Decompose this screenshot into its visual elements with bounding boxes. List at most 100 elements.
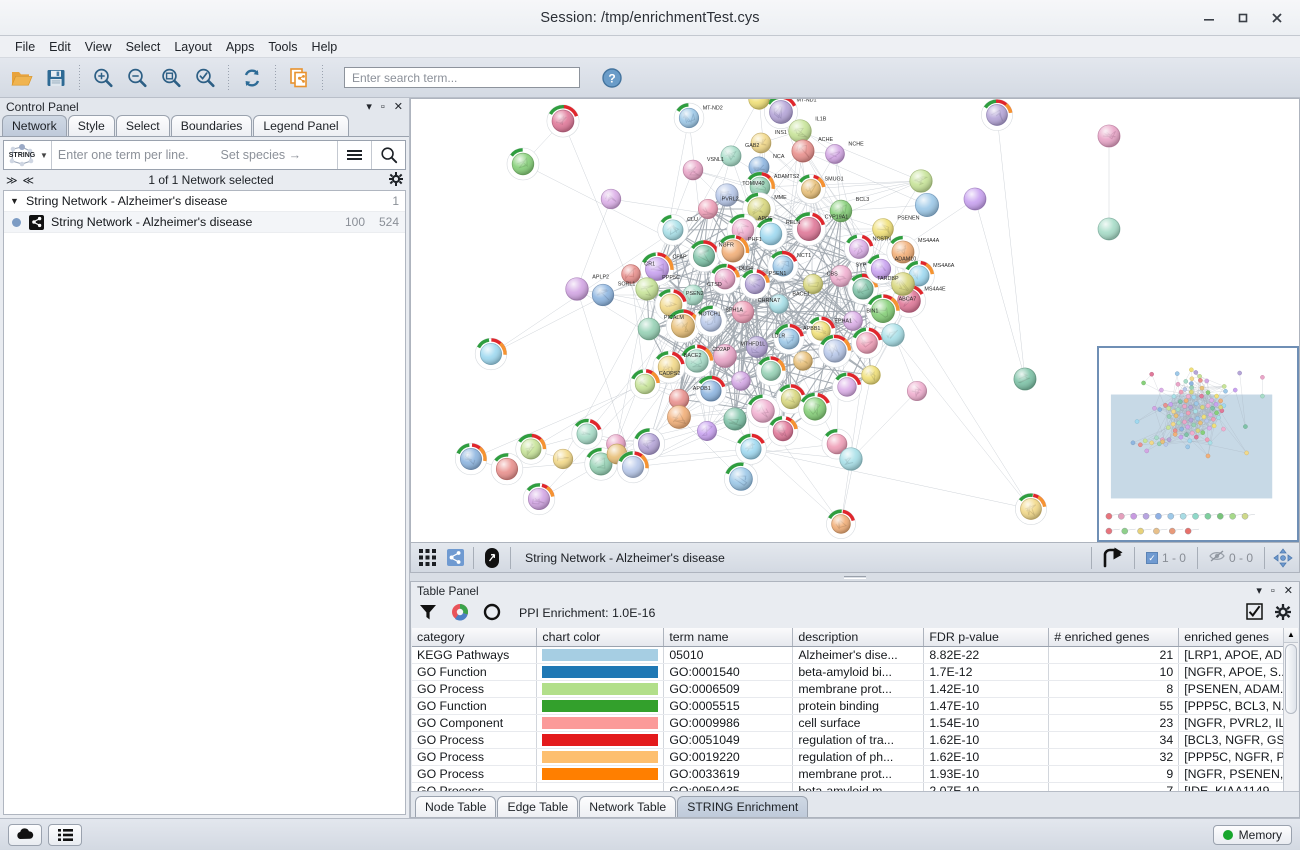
chart-color-icon[interactable] (451, 603, 469, 624)
tab-string-enrichment[interactable]: STRING Enrichment (677, 796, 809, 817)
column-header-description[interactable]: description (792, 627, 925, 647)
table-vertical-scrollbar[interactable]: ▲ (1283, 627, 1298, 791)
open-session-icon[interactable] (6, 62, 38, 94)
menu-edit[interactable]: Edit (49, 39, 71, 54)
tab-edge-table[interactable]: Edge Table (497, 796, 579, 817)
set-species-link[interactable]: Set species → (220, 148, 302, 162)
gear-icon[interactable] (1275, 603, 1291, 623)
tab-boundaries[interactable]: Boundaries (170, 115, 253, 136)
cell-category: GO Process (412, 748, 538, 766)
fit-icon[interactable] (1269, 545, 1297, 571)
zoom-fit-selected-icon[interactable] (189, 62, 221, 94)
control-panel-menu-icon[interactable]: ▾ (366, 101, 372, 113)
search-box[interactable] (344, 67, 580, 88)
menu-tools[interactable]: Tools (268, 39, 298, 54)
table-row[interactable]: GO Process GO:0019220 regulation of ph... 1… (412, 748, 1298, 766)
tab-network[interactable]: Network (2, 115, 67, 136)
expand-all-icon[interactable]: ≪ (22, 174, 34, 187)
network-overview-minimap[interactable] (1097, 346, 1299, 542)
network-canvas[interactable]: MT-ND2 MT-ND1 VSNL1 GAB2 INS1 IL1B ACHE NCA NCHE… (411, 99, 1299, 543)
filter-icon[interactable] (419, 603, 437, 624)
table-row[interactable]: GO Process GO:0050435 beta-amyloid m... 2.0… (412, 782, 1298, 791)
node-label: TOMM40 (742, 181, 764, 187)
control-panel-float-icon[interactable]: ▫ (380, 100, 385, 113)
table-panel-close-icon[interactable]: ✕ (1283, 585, 1293, 598)
table-row[interactable]: GO Function GO:0001540 beta-amyloid bi... 1… (412, 663, 1298, 681)
zoom-fit-network-icon[interactable] (155, 62, 187, 94)
netbar-right: ✓ 1 - 0 0 - 0 (1087, 545, 1297, 571)
node-label: BIN1 (866, 309, 878, 315)
zoom-in-icon[interactable] (87, 62, 119, 94)
select-all-checkbox-icon[interactable] (1246, 603, 1263, 623)
refresh-icon[interactable] (236, 62, 268, 94)
hamburger-icon[interactable] (338, 141, 371, 169)
control-panel-close-icon[interactable]: ✕ (393, 101, 403, 113)
menu-layout[interactable]: Layout (174, 39, 212, 54)
table-row[interactable]: GO Process GO:0033619 membrane prot... 1.93… (412, 765, 1298, 783)
minimize-button[interactable] (1192, 3, 1226, 33)
menu-view[interactable]: View (84, 39, 112, 54)
cell-category: GO Function (412, 663, 538, 681)
chevron-down-icon[interactable]: ▼ (10, 196, 19, 206)
table-row[interactable]: GO Process GO:0006509 membrane prot... 1.42… (412, 680, 1298, 698)
column-header-category[interactable]: category (412, 627, 538, 647)
node-label: MS4A6A (933, 263, 955, 269)
table-row[interactable]: KEGG Pathways 05010 Alzheimer's dise... 8.8… (412, 646, 1298, 664)
enrichment-table-wrapper[interactable]: category chart color term name descripti… (412, 627, 1298, 791)
share-network-view-icon[interactable] (441, 545, 469, 571)
vertical-splitter[interactable] (410, 573, 1300, 581)
toolbar-separator-4 (322, 64, 323, 91)
column-header-term-name[interactable]: term name (663, 627, 794, 647)
maximize-button[interactable] (1226, 3, 1260, 33)
table-row[interactable]: GO Function GO:0005515 protein binding 1.47… (412, 697, 1298, 715)
table-row[interactable]: GO Component GO:0009986 cell surface 1.54E-… (412, 714, 1298, 732)
cell-description: regulation of tra... (792, 731, 925, 749)
close-button[interactable] (1260, 3, 1294, 33)
search-input[interactable] (350, 69, 574, 86)
tab-select[interactable]: Select (115, 115, 170, 136)
menu-apps[interactable]: Apps (225, 39, 255, 54)
scroll-up-arrow-icon[interactable]: ▲ (1284, 627, 1298, 643)
network-tree-item[interactable]: String Network - Alzheimer's disease 100… (4, 212, 405, 233)
donut-icon[interactable] (483, 603, 501, 624)
column-header-fdr-pvalue[interactable]: FDR p-value (923, 627, 1050, 647)
table-row[interactable]: GO Process GO:0051049 regulation of tra...… (412, 731, 1298, 749)
string-search-bar: STRING ▼ Enter one term per line. Set sp… (3, 140, 406, 170)
cloud-icon[interactable] (8, 823, 42, 846)
share-network-icon (29, 214, 44, 230)
tab-legend-panel[interactable]: Legend Panel (253, 115, 349, 136)
column-header-chart-color[interactable]: chart color (536, 627, 665, 647)
cell-fdr-pvalue: 8.82E-22 (923, 646, 1050, 664)
scrollbar-thumb[interactable] (1285, 643, 1297, 714)
table-panel-float-icon[interactable]: ▫ (1270, 584, 1275, 597)
string-species-caret-icon[interactable]: ▼ (40, 150, 48, 160)
collapse-all-icon[interactable]: ≫ (6, 174, 17, 187)
tasks-icon[interactable] (48, 823, 82, 846)
grid-icon[interactable] (413, 545, 441, 571)
annotation-icon[interactable] (478, 545, 506, 571)
menu-file[interactable]: File (15, 39, 36, 54)
new-network-from-selection-icon[interactable] (283, 62, 315, 94)
menu-select[interactable]: Select (125, 39, 161, 54)
network-tree-root-row[interactable]: ▼ String Network - Alzheimer's disease 1 (4, 191, 405, 212)
network-view[interactable]: MT-ND2 MT-ND1 VSNL1 GAB2 INS1 IL1B ACHE NCA NCHE… (410, 98, 1300, 543)
memory-status[interactable]: Memory (1212, 824, 1292, 845)
cell-num-enriched-genes: 7 (1048, 782, 1180, 791)
column-header-num-enriched-genes[interactable]: # enriched genes (1048, 627, 1180, 647)
menu-help[interactable]: Help (311, 39, 338, 54)
search-icon[interactable] (372, 141, 405, 169)
node-label: PICALM (664, 315, 685, 321)
tab-node-table[interactable]: Node Table (415, 796, 497, 817)
network-tree[interactable]: ▼ String Network - Alzheimer's disease 1 (3, 190, 406, 815)
tab-network-table[interactable]: Network Table (579, 796, 677, 817)
string-term-input[interactable]: Enter one term per line. Set species → (52, 148, 337, 162)
gear-icon[interactable] (389, 171, 403, 189)
export-icon[interactable] (1096, 545, 1130, 571)
tab-style[interactable]: Style (67, 115, 115, 136)
table-panel-menu-icon[interactable]: ▾ (1256, 585, 1262, 598)
help-icon[interactable]: ? (596, 62, 628, 94)
zoom-out-icon[interactable] (121, 62, 153, 94)
save-session-icon[interactable] (40, 62, 72, 94)
table-panel-title: Table Panel (417, 583, 479, 598)
column-header-enriched-genes[interactable]: enriched genes (1178, 627, 1298, 647)
